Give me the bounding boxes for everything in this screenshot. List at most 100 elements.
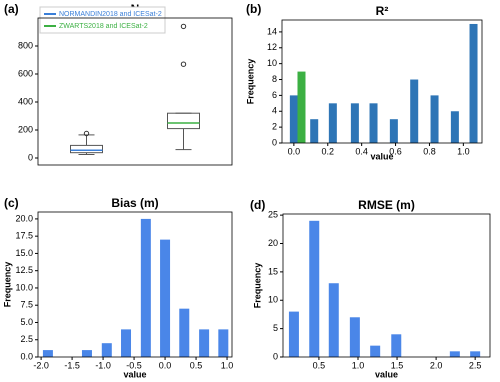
x-tick-label: 0.5 xyxy=(313,360,326,370)
y-tick-label: 10.0 xyxy=(15,282,33,292)
x-tick-label: 2.0 xyxy=(430,360,443,370)
y-tick-label: 8 xyxy=(272,74,277,84)
bar xyxy=(430,95,439,143)
x-tick-label: 0.8 xyxy=(423,146,436,156)
x-axis-label: value xyxy=(370,151,393,161)
bar xyxy=(297,71,306,143)
bar xyxy=(350,103,359,143)
y-tick-label: 600 xyxy=(18,68,33,78)
bar xyxy=(469,23,478,143)
bar xyxy=(391,334,402,357)
y-tick-label: 800 xyxy=(18,40,33,50)
bar xyxy=(309,220,320,357)
bar xyxy=(328,283,339,357)
legend-box xyxy=(39,6,166,34)
legend-label: ZWARTS2018 and ICESat-2 xyxy=(59,23,148,30)
x-tick-label: 0.4 xyxy=(355,146,368,156)
y-tick-label: 0.0 xyxy=(20,351,33,361)
bar xyxy=(121,329,132,357)
y-tick-label: 2.5 xyxy=(20,334,33,344)
bar xyxy=(328,103,337,143)
chart-title: RMSE (m) xyxy=(358,198,415,212)
bar xyxy=(410,79,419,143)
y-axis-label: Frequency xyxy=(245,59,255,105)
y-tick-label: 25 xyxy=(268,210,278,220)
y-tick-label: 15 xyxy=(268,266,278,276)
flier xyxy=(180,23,187,30)
x-tick-label: -2.0 xyxy=(33,360,49,370)
y-tick-label: 12.5 xyxy=(15,265,33,275)
bar xyxy=(470,351,481,357)
x-tick-label: 1.0 xyxy=(352,360,365,370)
y-tick-label: 5.0 xyxy=(20,317,33,327)
y-tick-label: 0 xyxy=(272,137,277,147)
y-tick-label: 200 xyxy=(18,124,33,134)
axes-frame xyxy=(281,19,483,144)
y-tick-label: 5 xyxy=(273,323,278,333)
bar xyxy=(218,329,229,357)
y-tick-label: 20.0 xyxy=(15,213,33,223)
y-tick-label: 10 xyxy=(267,58,277,68)
x-tick-label: 1.0 xyxy=(457,146,470,156)
x-tick-label: 0.0 xyxy=(159,360,172,370)
box xyxy=(167,112,200,130)
x-tick-label: 1.0 xyxy=(221,360,234,370)
bar xyxy=(369,103,378,143)
x-tick-label: 0.5 xyxy=(190,360,203,370)
y-tick-label: 0 xyxy=(273,351,278,361)
y-tick-label: 20 xyxy=(268,238,278,248)
bar xyxy=(42,350,53,357)
bar xyxy=(370,345,381,357)
x-tick-label: -1.5 xyxy=(64,360,80,370)
panel-label: (a) xyxy=(4,2,19,16)
chart-title: R² xyxy=(376,4,389,18)
panel-label: (b) xyxy=(246,2,261,16)
x-tick-label: 0.0 xyxy=(288,146,301,156)
y-tick-label: 2 xyxy=(272,122,277,132)
x-tick-label: -1.0 xyxy=(95,360,111,370)
y-tick-label: 12 xyxy=(267,42,277,52)
axes-frame xyxy=(37,17,233,166)
flier xyxy=(180,61,187,67)
bar xyxy=(450,111,459,143)
x-tick-label: 1.5 xyxy=(391,360,404,370)
y-tick-label: 0 xyxy=(28,152,33,162)
y-axis-label: Frequency xyxy=(2,262,12,308)
bar xyxy=(310,119,319,143)
bar xyxy=(389,119,398,143)
bar xyxy=(449,351,460,357)
y-tick-label: 14 xyxy=(267,26,277,36)
bar xyxy=(81,350,92,357)
axes-frame xyxy=(37,211,233,358)
bar xyxy=(199,329,210,357)
x-tick-label: 0.2 xyxy=(322,146,335,156)
y-tick-label: 10 xyxy=(268,295,278,305)
legend-label: NORMANDIN2018 and ICESat-2 xyxy=(59,11,162,18)
y-tick-label: 4 xyxy=(272,106,277,116)
x-tick-label: 0.6 xyxy=(389,146,402,156)
x-tick-label: -0.5 xyxy=(126,360,142,370)
bar xyxy=(179,308,190,357)
panel-label: (d) xyxy=(250,198,265,212)
bar xyxy=(288,311,299,357)
axes-frame xyxy=(282,213,491,358)
y-tick-label: 7.5 xyxy=(20,300,33,310)
x-axis-label: value xyxy=(123,369,146,379)
chart-title: Bias (m) xyxy=(111,196,158,210)
x-axis-label: value xyxy=(375,369,398,379)
flier xyxy=(83,130,90,137)
bar xyxy=(140,218,151,357)
bar xyxy=(349,317,360,357)
bar xyxy=(289,95,298,143)
y-tick-label: 400 xyxy=(18,96,33,106)
bar xyxy=(101,343,112,357)
y-tick-label: 17.5 xyxy=(15,231,33,241)
y-tick-label: 6 xyxy=(272,90,277,100)
bar xyxy=(160,239,171,357)
y-tick-label: 15.0 xyxy=(15,248,33,258)
panel-label: (c) xyxy=(4,196,19,210)
box xyxy=(70,144,103,154)
x-tick-label: 2.5 xyxy=(469,360,482,370)
y-axis-label: Frequency xyxy=(252,263,262,309)
